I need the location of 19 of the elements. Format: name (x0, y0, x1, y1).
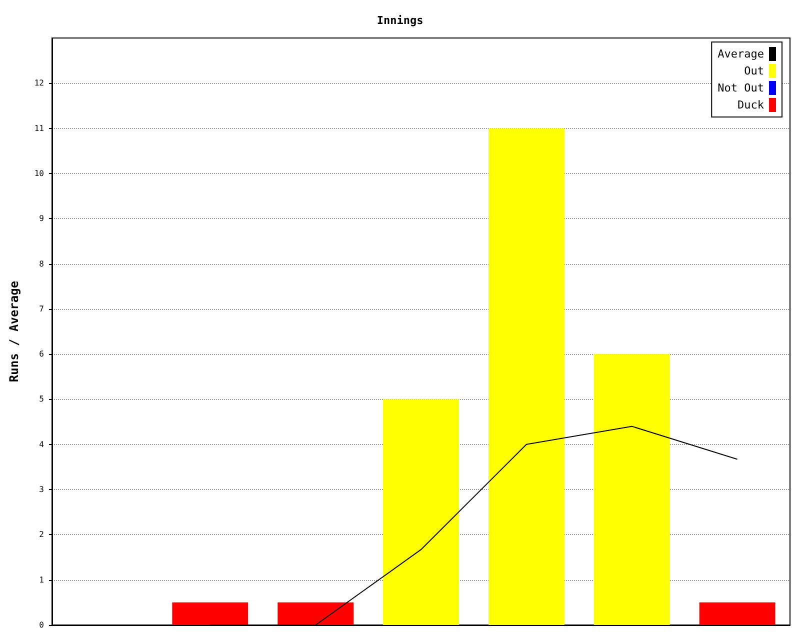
legend-label: Average (718, 48, 764, 60)
y-tick-label: 0 (39, 620, 44, 630)
y-tick-label: 3 (39, 485, 44, 494)
y-tick-label: 2 (39, 530, 44, 540)
y-tick-label: 10 (34, 168, 44, 178)
chart-title: Innings (376, 14, 424, 27)
y-tick-label: 8 (39, 259, 44, 268)
y-tick-label: 6 (39, 350, 44, 359)
y-tick-label: 11 (34, 124, 44, 133)
y-tick-label: 1 (39, 575, 44, 584)
legend-label: Out (744, 64, 764, 78)
legend-label: Not Out (718, 82, 764, 94)
y-tick-label: 4 (39, 440, 44, 449)
y-tick-label: 7 (39, 304, 44, 314)
legend-label: Duck (738, 98, 764, 112)
y-tick-label: 12 (34, 78, 44, 88)
y-tick-label: 5 (39, 394, 44, 404)
y-tick-label: 9 (39, 214, 44, 224)
y-axis-title: Runs / Average (7, 280, 21, 382)
